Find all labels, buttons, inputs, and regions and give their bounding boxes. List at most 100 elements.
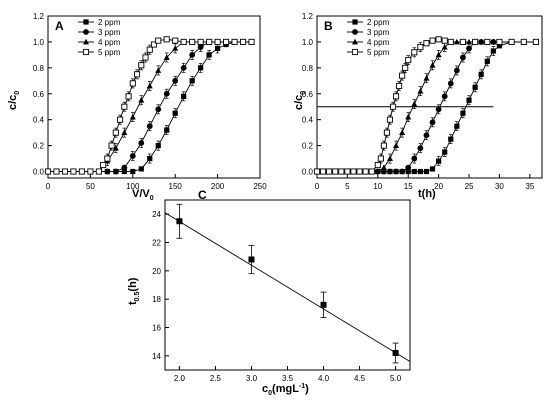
panel-b-data-point bbox=[435, 36, 442, 43]
panel-b-x-tick-label: 25 bbox=[465, 182, 474, 191]
panel-b-y-tick-label: 0.2 bbox=[302, 142, 314, 151]
panel-a-y-tick-label: 1.0 bbox=[33, 38, 45, 47]
panel-a-x-axis-label: V/V0 bbox=[132, 188, 154, 202]
panel-b-data-point bbox=[411, 155, 418, 162]
panel-c-fit-line bbox=[164, 212, 411, 362]
panel-b-legend-marker bbox=[351, 48, 359, 56]
panel-a-data-point bbox=[53, 168, 60, 175]
panel-a-data-point bbox=[231, 38, 238, 45]
panel-a-data-point bbox=[117, 116, 124, 123]
panel-b-data-point bbox=[405, 164, 412, 171]
panel-a-data-point bbox=[133, 71, 141, 78]
panel-b-data-point bbox=[393, 93, 400, 100]
panel-b-data-point bbox=[405, 168, 411, 175]
panel-b-data-point bbox=[453, 67, 460, 74]
panel-a-data-point bbox=[121, 168, 127, 175]
panel-b-y-tick-label: 0.6 bbox=[302, 90, 314, 99]
panel-b-data-point bbox=[402, 64, 409, 71]
panel-b-data-point bbox=[466, 97, 472, 103]
panel-a-y-tick-label: 0.6 bbox=[33, 90, 45, 99]
panel-b-data-point bbox=[399, 168, 406, 175]
panel-b: 0 5 10 15 20 25 30 35 0.0 0.2 0.4 0.6 0.8 1.0 1.2 B 2 … bbox=[293, 12, 543, 200]
panel-b-data-point bbox=[435, 51, 442, 58]
panel-a-data-point bbox=[112, 168, 119, 175]
panel-c-x-tick-label: 3.5 bbox=[282, 374, 294, 383]
panel-a-data-point bbox=[95, 168, 102, 175]
panel-b-x-tick-label: 20 bbox=[434, 182, 443, 191]
panel-a-data-point bbox=[108, 142, 115, 149]
panel-b-data-point bbox=[417, 44, 424, 51]
panel-b-y-tick-label: 0.8 bbox=[302, 64, 314, 73]
panel-a-data-point bbox=[104, 155, 111, 162]
panel-b-data-point bbox=[386, 155, 393, 161]
panel-c-frame bbox=[164, 199, 411, 371]
panel-a-data-point bbox=[121, 164, 128, 171]
panel-a-data-point bbox=[163, 90, 170, 97]
panel-a-label: A bbox=[55, 19, 64, 33]
panel-a-legend-label: 3 ppm bbox=[98, 28, 121, 37]
panel-a-data-point bbox=[206, 52, 212, 58]
panel-b-data-point bbox=[423, 168, 430, 175]
panel-b-data-point bbox=[405, 57, 412, 64]
panel-b-legend-marker bbox=[352, 19, 358, 25]
panel-a-data-point bbox=[239, 38, 247, 45]
panel-b-data-point bbox=[417, 145, 424, 152]
panel-b-data-point bbox=[368, 168, 375, 175]
panel-b-data-point bbox=[405, 113, 412, 120]
panel-a-data-point bbox=[248, 38, 255, 45]
panel-c-x-axis-label: c0(mgL-1) bbox=[262, 383, 309, 397]
panel-b-frame bbox=[316, 15, 543, 179]
panel-a-data-point bbox=[112, 144, 119, 151]
panel-b-data-point bbox=[429, 119, 436, 126]
panel-a-data-point bbox=[189, 38, 196, 45]
panel-b-data-point bbox=[411, 168, 417, 175]
panel-c-x-tick-label: 5.0 bbox=[390, 374, 402, 383]
panel-a-data-point bbox=[163, 36, 170, 43]
panel-c-y-tick-label: 16 bbox=[152, 324, 161, 333]
panel-b-data-point bbox=[454, 123, 460, 129]
panel-b-x-tick-label: 30 bbox=[495, 182, 504, 191]
panel-b-x-tick-label: 0 bbox=[315, 182, 320, 191]
panel-a-data-point bbox=[206, 38, 213, 45]
panel-b-data-point bbox=[423, 75, 430, 81]
panel-b-data-point bbox=[442, 149, 448, 155]
panel-b-data-point bbox=[399, 72, 406, 79]
panel-a: 0 50 100 150 200 250 0.0 0.2 0.4 0.6 0.8 1.0 1.2 A 2… bbox=[7, 12, 267, 202]
panel-b-data-point bbox=[447, 38, 454, 45]
panel-b-data-point bbox=[453, 38, 460, 45]
panel-a-series-line bbox=[48, 41, 252, 172]
panel-c-x-tick-label: 4.5 bbox=[354, 374, 366, 383]
panel-a-x-tick-label: 0 bbox=[46, 182, 51, 191]
panel-c-y-tick-label: 22 bbox=[152, 239, 161, 248]
panel-a-data-point bbox=[78, 168, 85, 175]
panel-b-data-point bbox=[389, 103, 397, 110]
panel-a-x-tick-label: 250 bbox=[253, 182, 267, 191]
panel-b-legend-marker bbox=[352, 29, 358, 35]
panel-c-x-tick-label: 2.0 bbox=[174, 374, 186, 383]
panel-b-data-point bbox=[417, 87, 424, 94]
panel-c-y-tick-label: 14 bbox=[152, 352, 161, 361]
panel-a-y-tick-label: 0.2 bbox=[33, 142, 45, 151]
panel-a-data-point bbox=[172, 45, 179, 51]
panel-b-data-point bbox=[383, 129, 390, 136]
panel-c-data-point bbox=[392, 350, 399, 356]
panel-a-data-point bbox=[146, 123, 153, 130]
panel-b-data-point bbox=[423, 40, 430, 47]
panel-b-data-point bbox=[472, 84, 478, 90]
panel-a-data-point bbox=[121, 103, 128, 110]
panel-b-data-point bbox=[466, 45, 472, 52]
panel-b-legend-label: 3 ppm bbox=[367, 28, 390, 37]
panel-a-series-line bbox=[48, 41, 252, 172]
panel-b-data-point bbox=[350, 168, 357, 175]
panel-a-series-line bbox=[48, 41, 252, 172]
panel-a-data-point bbox=[223, 38, 230, 45]
panel-a-data-point bbox=[129, 80, 136, 87]
panel-b-data-point bbox=[459, 38, 466, 45]
panel-b-y-tick-label: 1.2 bbox=[302, 12, 314, 21]
panel-b-data-point bbox=[374, 161, 381, 169]
panel-b-data-point bbox=[423, 132, 430, 139]
panel-b-legend-label: 4 ppm bbox=[367, 38, 390, 47]
panel-b-data-point bbox=[344, 168, 351, 175]
